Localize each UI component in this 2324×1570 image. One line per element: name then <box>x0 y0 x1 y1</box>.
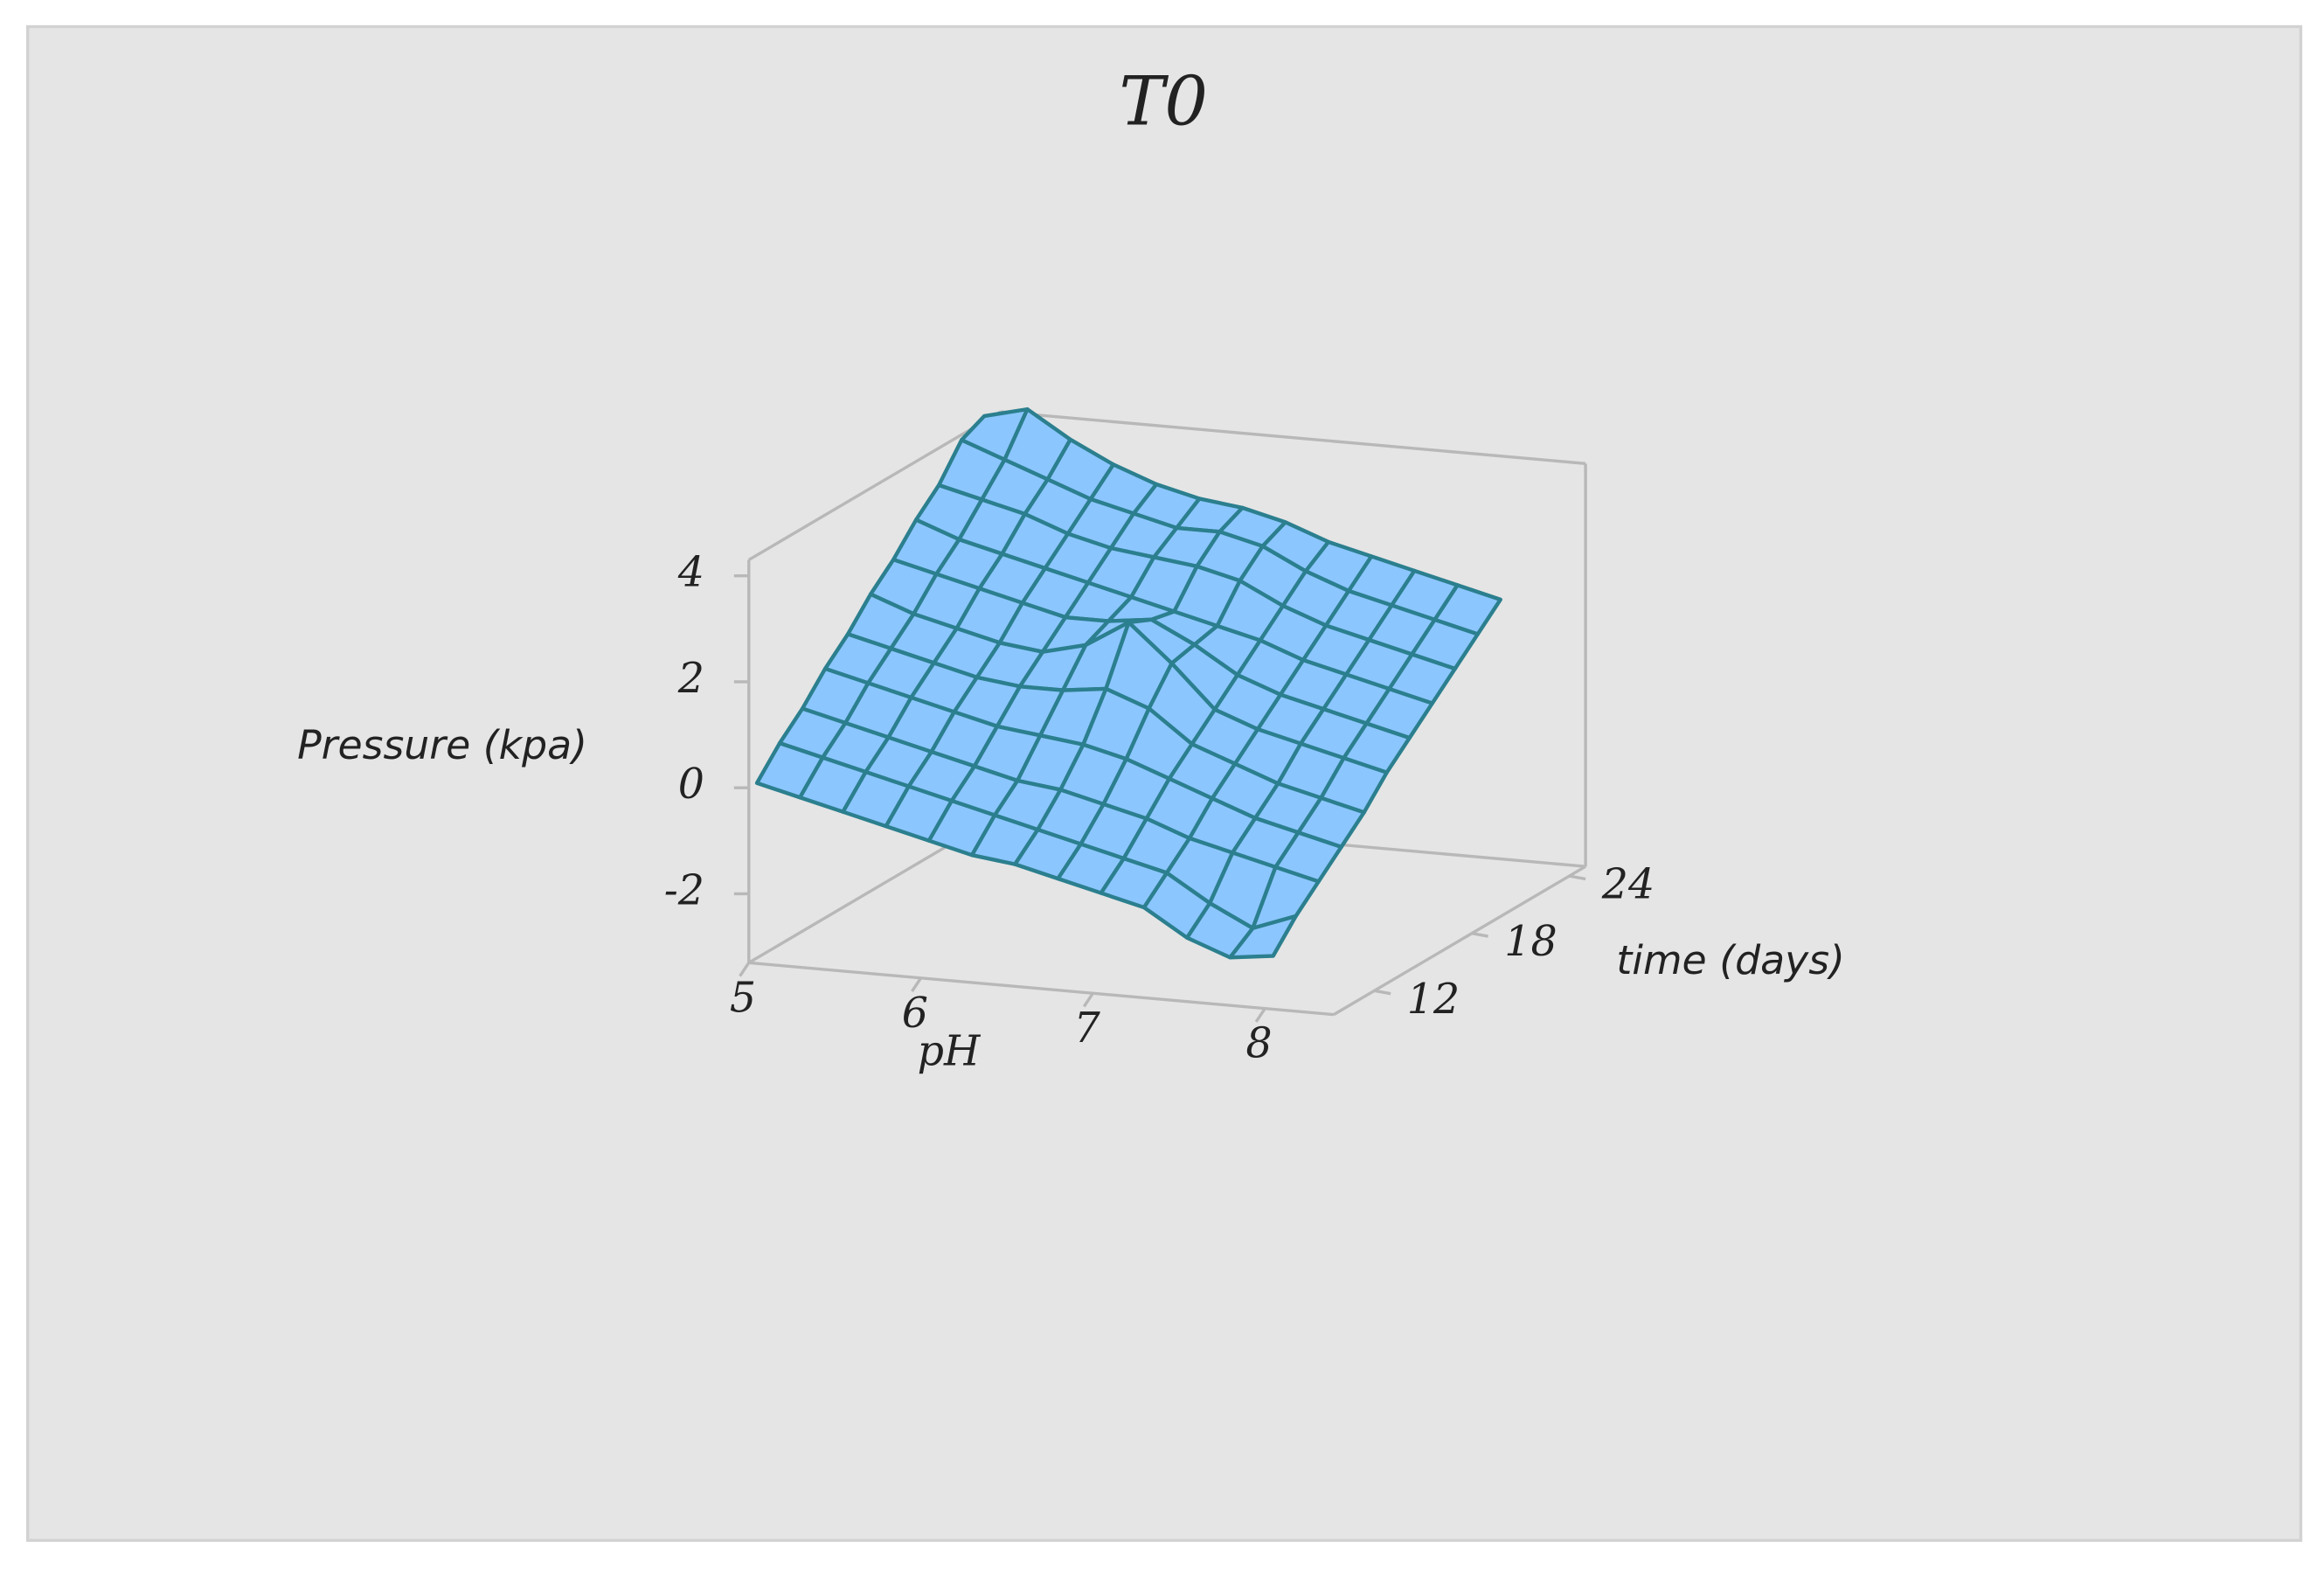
y-tick <box>1471 932 1488 938</box>
z-axis-label: Pressure (kpa) <box>297 722 587 768</box>
z-tick-label: -2 <box>664 866 704 914</box>
z-tick-label: 2 <box>677 655 704 703</box>
x-tick <box>1254 1007 1266 1023</box>
y-tick-label: 12 <box>1407 976 1460 1024</box>
x-tick-label: 8 <box>1245 1020 1272 1068</box>
y-tick <box>1374 989 1391 996</box>
x-tick <box>911 976 923 992</box>
surface-cell <box>1228 914 1298 960</box>
y-tick-label: 24 <box>1601 861 1655 909</box>
y-tick <box>1569 874 1586 881</box>
chart-title: T0 <box>1119 62 1208 141</box>
x-tick-label: 7 <box>1074 1004 1101 1052</box>
x-tick <box>739 962 751 977</box>
z-tick-label: 4 <box>677 549 704 597</box>
x-tick-label: 5 <box>730 974 756 1022</box>
y-tick-label: 18 <box>1504 918 1557 966</box>
y-axis-label: time (days) <box>1616 937 1845 983</box>
box-edge <box>747 410 1002 561</box>
x-tick <box>1082 992 1094 1008</box>
x-tick-label: 6 <box>902 990 928 1038</box>
box-edge <box>748 961 1335 1017</box>
box-edge <box>1000 410 1586 466</box>
x-axis-label: pH <box>918 1027 982 1075</box>
z-tick-label: 0 <box>678 761 704 809</box>
